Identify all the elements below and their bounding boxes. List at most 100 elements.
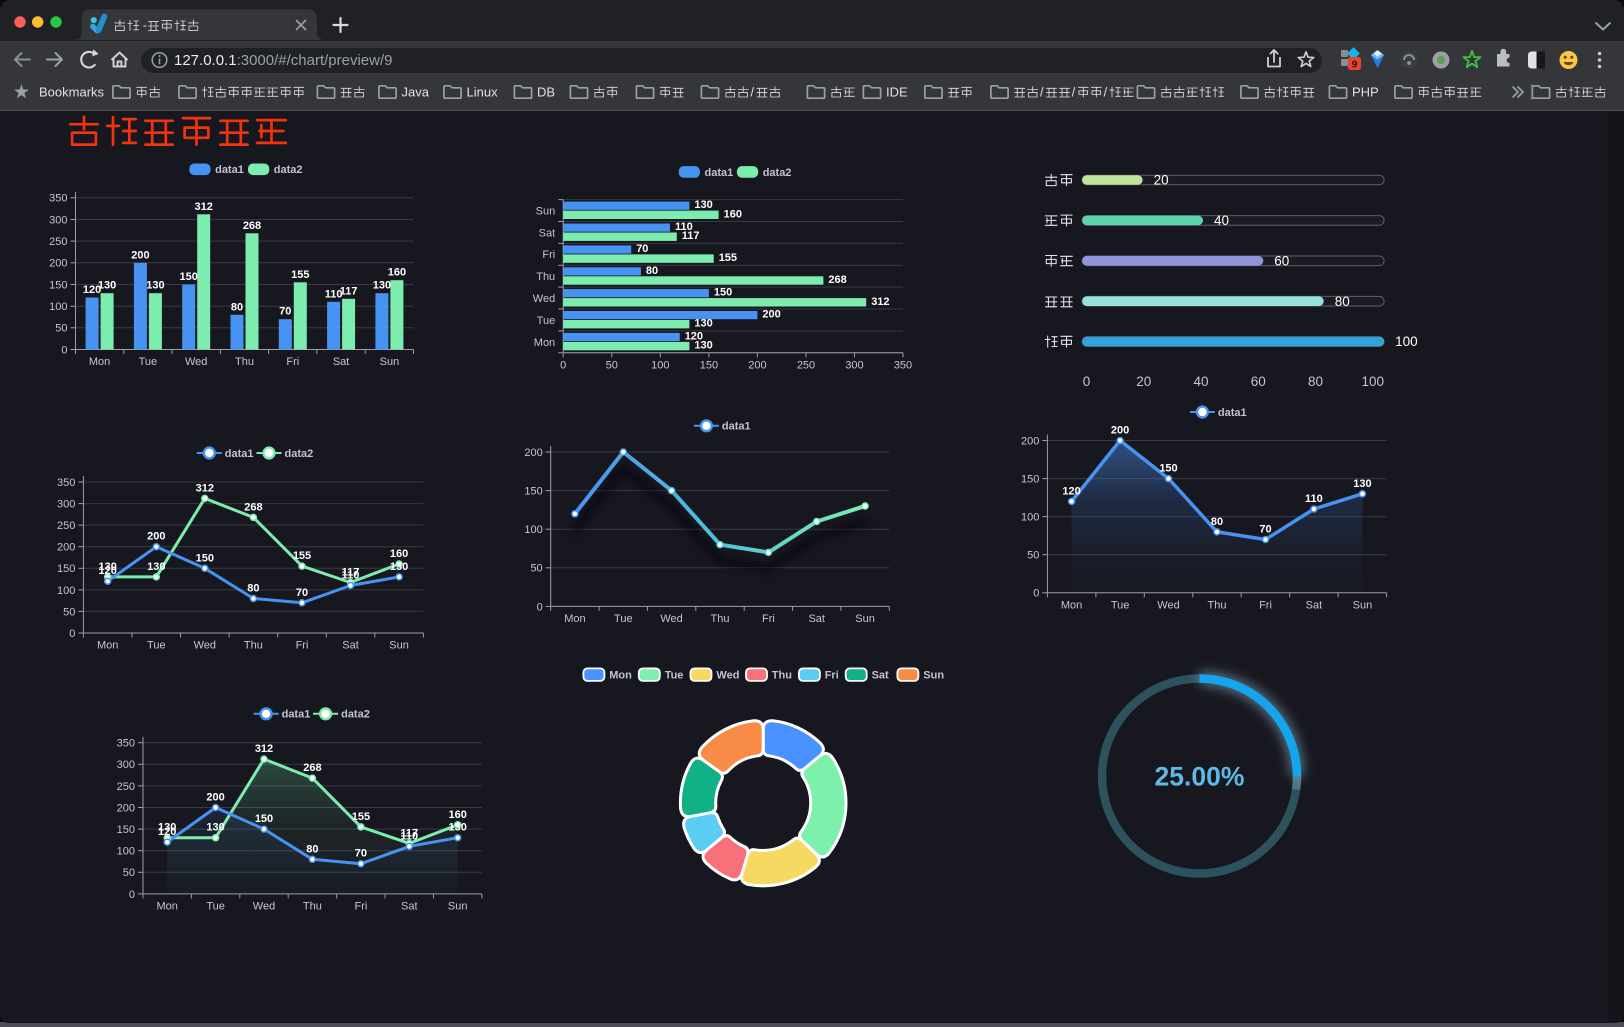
svg-text:120: 120 [83,284,101,296]
svg-text:110: 110 [675,221,693,233]
svg-text:200: 200 [524,447,542,459]
svg-text:300: 300 [845,359,863,371]
svg-text:Mon: Mon [609,670,632,682]
svg-text:150: 150 [180,271,198,283]
svg-text:268: 268 [828,274,846,286]
svg-text:300: 300 [57,499,75,511]
svg-text:100: 100 [117,846,135,858]
svg-text:0: 0 [129,889,135,901]
svg-text:Wed: Wed [660,613,682,625]
svg-text:Fri: Fri [825,670,839,682]
svg-text:200: 200 [1021,435,1039,447]
svg-text:DB: DB [537,85,555,100]
svg-text:268: 268 [243,220,261,232]
svg-text:Mon: Mon [1061,599,1082,611]
svg-text:Sat: Sat [401,900,418,912]
svg-text:80: 80 [1335,294,1350,309]
svg-text:120: 120 [158,826,176,838]
svg-text:data1: data1 [215,164,244,176]
svg-text:25.00%: 25.00% [1155,761,1245,791]
svg-text:130: 130 [99,561,117,573]
svg-text:120: 120 [1062,485,1080,497]
svg-text:130: 130 [694,199,712,211]
svg-text:130: 130 [449,822,467,834]
svg-text:110: 110 [400,830,418,842]
svg-text:-: - [143,19,147,33]
svg-text:160: 160 [390,548,408,560]
svg-text:350: 350 [117,738,135,750]
svg-text:data1: data1 [705,167,734,179]
svg-text:50: 50 [55,323,67,335]
svg-text:Sat: Sat [1306,599,1323,611]
svg-text:200: 200 [49,258,67,270]
svg-text:130: 130 [147,561,165,573]
svg-text:100: 100 [57,585,75,597]
svg-text:data1: data1 [282,709,311,721]
svg-text:data2: data2 [341,709,370,721]
svg-text:Sat: Sat [539,227,556,239]
svg-text:100: 100 [1395,334,1418,349]
svg-text:50: 50 [123,867,135,879]
svg-text:0: 0 [69,628,75,640]
svg-text:130: 130 [206,822,224,834]
svg-text:data1: data1 [1218,407,1247,419]
svg-text:117: 117 [682,230,700,242]
svg-text:312: 312 [871,296,889,308]
svg-text:150: 150 [1159,463,1177,475]
svg-text:Sun: Sun [389,640,409,652]
svg-text:110: 110 [342,570,360,582]
svg-text:350: 350 [49,193,67,205]
svg-text:Wed: Wed [1157,599,1179,611]
svg-text:312: 312 [195,201,213,213]
svg-text:250: 250 [49,236,67,248]
svg-text:Thu: Thu [536,271,555,283]
svg-text:100: 100 [49,301,67,313]
svg-text:100: 100 [651,359,669,371]
svg-text:150: 150 [196,552,214,564]
svg-text:PHP: PHP [1352,85,1379,100]
svg-text:Sun: Sun [536,205,556,217]
svg-text:250: 250 [797,359,815,371]
svg-text:40: 40 [1214,213,1229,228]
svg-text:160: 160 [724,208,742,220]
svg-text:70: 70 [279,306,291,318]
svg-text:80: 80 [1211,516,1223,528]
svg-text:155: 155 [291,269,309,281]
svg-text:312: 312 [255,743,273,755]
svg-text:130: 130 [694,340,712,352]
svg-text:50: 50 [1027,550,1039,562]
svg-text:70: 70 [296,587,308,599]
svg-text:Sat: Sat [333,356,350,368]
svg-text:130: 130 [694,318,712,330]
svg-text:Thu: Thu [772,670,792,682]
svg-text:Thu: Thu [711,613,730,625]
svg-text:155: 155 [352,811,370,823]
svg-text:Mon: Mon [156,900,177,912]
svg-text:Sun: Sun [380,356,400,368]
svg-text:150: 150 [700,359,718,371]
svg-text:70: 70 [355,848,367,860]
svg-text:data1: data1 [225,448,254,460]
svg-text:Fri: Fri [542,249,555,261]
svg-text:0: 0 [537,601,543,613]
svg-text:Tue: Tue [665,670,684,682]
svg-text:150: 150 [57,563,75,575]
svg-text:60: 60 [1251,374,1266,389]
svg-text:200: 200 [1111,425,1129,437]
svg-text:Bookmarks: Bookmarks [39,85,105,100]
svg-text:250: 250 [117,781,135,793]
svg-text:80: 80 [1308,374,1323,389]
svg-text:200: 200 [762,309,780,321]
svg-text:70: 70 [1259,524,1271,536]
svg-text:50: 50 [530,563,542,575]
svg-text:Mon: Mon [534,337,555,349]
svg-text:312: 312 [196,482,214,494]
svg-text:150: 150 [524,486,542,498]
svg-text:117: 117 [340,285,358,297]
svg-text:110: 110 [1305,493,1323,505]
svg-text:300: 300 [117,759,135,771]
svg-text:0: 0 [560,359,566,371]
svg-text:Wed: Wed [253,900,275,912]
svg-text:127.0.0.1:3000/#/chart/preview: 127.0.0.1:3000/#/chart/preview/9 [174,52,393,69]
svg-text:70: 70 [636,243,648,255]
